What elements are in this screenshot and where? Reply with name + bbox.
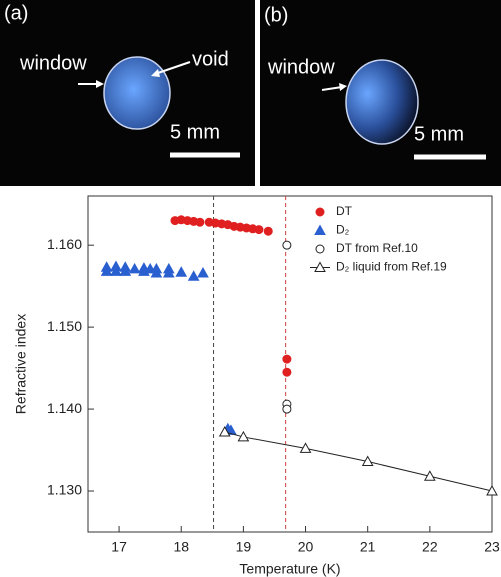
y-tick-label: 1.150 (47, 318, 82, 334)
scale-label: 5 mm (170, 121, 220, 143)
marker (130, 264, 140, 273)
x-tick-label: 18 (173, 539, 189, 555)
series-line (225, 432, 492, 491)
marker (189, 271, 199, 280)
photo-a: (a) window void 5 mm (0, 0, 255, 186)
annotation: void (192, 48, 229, 70)
y-tick-label: 1.160 (47, 236, 82, 252)
marker (176, 267, 186, 276)
marker (283, 241, 291, 249)
x-tick-label: 20 (298, 539, 314, 555)
x-tick-label: 23 (484, 539, 500, 555)
y-tick-label: 1.140 (47, 400, 82, 416)
marker (196, 218, 204, 226)
legend-label: DT from Ref.10 (336, 241, 418, 255)
x-tick-label: 19 (236, 539, 252, 555)
marker (283, 368, 291, 376)
panel-label: (a) (4, 2, 28, 24)
pellet (346, 60, 418, 144)
annotation: window (19, 52, 87, 74)
figure: (a) window void 5 mm (b) window 5 mm Tem… (0, 0, 501, 577)
x-tick-label: 21 (360, 539, 376, 555)
marker (198, 268, 208, 277)
marker (255, 226, 263, 234)
photo-b: (b) window 5 mm (260, 0, 501, 186)
scale-label: 5 mm (414, 123, 464, 145)
legend-label: D₂ liquid from Ref.19 (336, 260, 447, 274)
legend-label: D₂ (336, 223, 350, 237)
marker (283, 355, 291, 363)
pellet (104, 57, 170, 129)
panel-label: (b) (264, 4, 288, 26)
x-tick-label: 22 (422, 539, 438, 555)
marker (283, 405, 291, 413)
annotation: window (267, 56, 335, 78)
legend-marker (316, 208, 324, 216)
marker (264, 227, 272, 235)
legend-label: DT (336, 204, 353, 218)
y-axis-title: Refractive index (13, 314, 29, 414)
x-axis-title: Temperature (K) (239, 561, 340, 577)
y-tick-label: 1.130 (47, 482, 82, 498)
x-tick-label: 17 (111, 539, 127, 555)
legend-marker (316, 245, 324, 253)
legend-marker (315, 226, 325, 235)
